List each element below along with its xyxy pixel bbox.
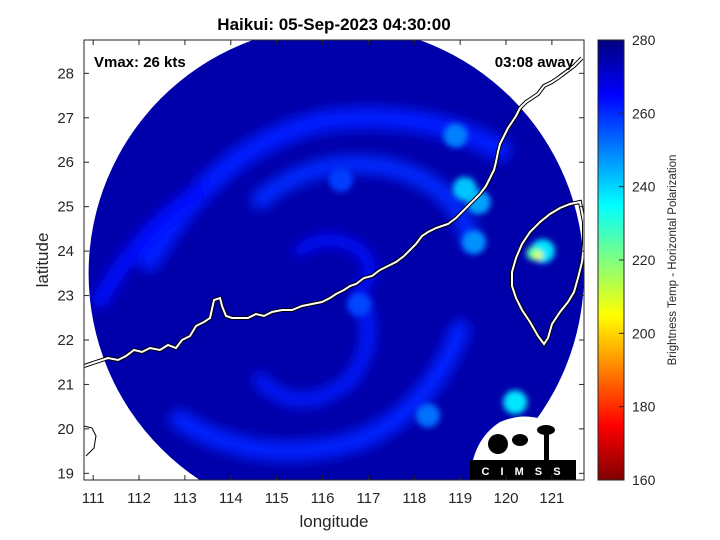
colorbar-tick-label: 220 xyxy=(632,252,656,268)
colorbar-tick-label: 180 xyxy=(632,399,656,415)
x-tick-label: 119 xyxy=(448,490,472,507)
convective-cell xyxy=(461,230,486,255)
convective-cell xyxy=(452,176,477,201)
y-tick-label: 23 xyxy=(57,288,74,305)
convective-features xyxy=(328,123,555,428)
x-axis-label: longitude xyxy=(299,512,368,531)
convective-cell xyxy=(534,251,543,260)
chart-title: Haikui: 05-Sep-2023 04:30:00 xyxy=(217,15,450,34)
colorbar-tick-label: 200 xyxy=(632,325,656,341)
cimss-logo-text: C I M S S xyxy=(481,466,564,478)
y-tick-label: 20 xyxy=(57,421,74,438)
y-tick-label: 24 xyxy=(57,243,74,260)
x-tick-label: 111 xyxy=(82,490,105,507)
y-axis-label: latitude xyxy=(33,233,52,288)
x-tick-label: 116 xyxy=(311,490,335,507)
x-tick-label: 121 xyxy=(539,490,564,507)
colorbar-tick-label: 260 xyxy=(632,105,656,121)
rain-band xyxy=(251,155,479,249)
y-tick-label: 25 xyxy=(57,199,74,216)
convective-cell xyxy=(328,168,353,192)
convective-cell xyxy=(347,292,372,317)
rain-band xyxy=(170,320,470,462)
x-tick-label: 117 xyxy=(356,490,380,507)
x-tick-label: 120 xyxy=(494,490,519,507)
swath-disc xyxy=(88,40,584,480)
y-tick-label: 27 xyxy=(57,110,74,127)
convective-cell xyxy=(503,390,528,415)
y-axis-ticks: 19 20 21 22 23 24 25 26 27 28 xyxy=(57,65,584,482)
y-tick-label: 22 xyxy=(57,332,74,349)
convective-cell xyxy=(443,123,468,148)
x-tick-label: 115 xyxy=(265,490,289,507)
swath-features xyxy=(92,107,555,462)
vmax-annotation: Vmax: 26 kts xyxy=(94,54,186,71)
colorbar-tick-label: 240 xyxy=(632,179,656,195)
coastline-mainland-white xyxy=(84,57,583,367)
rain-band xyxy=(92,182,208,308)
y-tick-label: 28 xyxy=(57,65,74,82)
y-tick-label: 19 xyxy=(57,465,74,482)
y-tick-label: 26 xyxy=(57,154,74,171)
rain-band xyxy=(253,293,375,407)
plot-content: C I M S S xyxy=(84,40,584,480)
cimss-logo: C I M S S xyxy=(470,416,576,480)
coastline-west xyxy=(84,425,97,457)
x-tick-label: 118 xyxy=(402,490,426,507)
coastline-taiwan-white xyxy=(511,200,584,346)
colorbar-ticks: 160 180 200 220 240 260 280 xyxy=(619,32,656,488)
colorbar-tick-label: 160 xyxy=(632,472,656,488)
y-tick-label: 21 xyxy=(57,376,74,393)
convective-cell xyxy=(416,403,441,428)
x-axis-ticks: 111 112 113 114 115 116 117 118 119 120 121 xyxy=(82,40,564,507)
axes-frame xyxy=(83,39,585,481)
colorbar-tick-label: 280 xyxy=(632,32,656,48)
colorbar-label: Brightness Temp - Horizontal Polarizatio… xyxy=(667,155,679,366)
x-tick-label: 113 xyxy=(173,490,197,507)
time-away-annotation: 03:08 away xyxy=(495,54,575,71)
x-tick-label: 112 xyxy=(127,490,151,507)
x-tick-label: 114 xyxy=(219,490,243,507)
